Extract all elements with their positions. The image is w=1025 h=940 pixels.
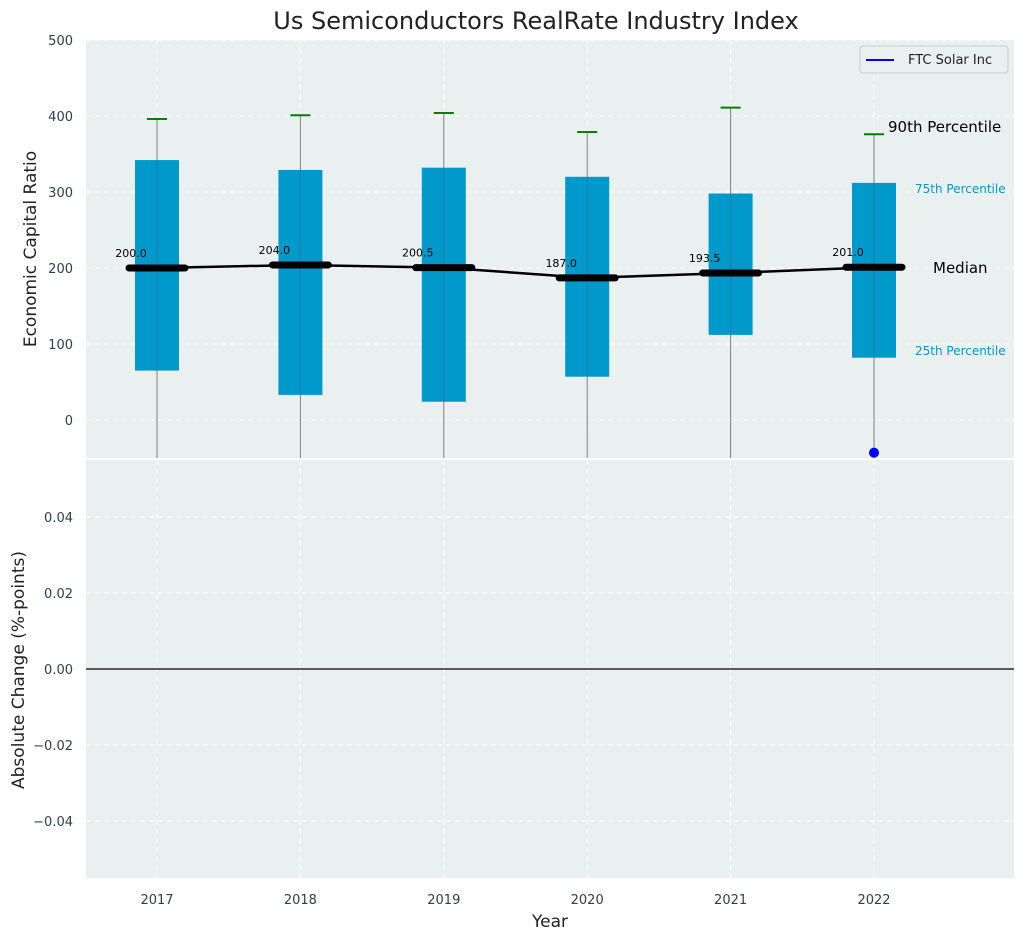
x-tick-label: 2020 bbox=[571, 893, 604, 908]
x-tick-label: 2017 bbox=[140, 893, 173, 908]
annotation-75th-percentile: 75th Percentile bbox=[915, 182, 1006, 196]
median-value-label: 187.0 bbox=[545, 257, 577, 270]
median-value-label: 200.0 bbox=[115, 247, 147, 260]
y-tick-label: −0.04 bbox=[33, 815, 73, 830]
x-tick-label: 2022 bbox=[857, 893, 890, 908]
y-tick-label: 0.02 bbox=[44, 587, 73, 602]
y-tick-label: 0 bbox=[65, 414, 73, 429]
x-ticks: 2017 2018 2019 2020 2021 2022 bbox=[140, 893, 890, 908]
y-tick-label: 200 bbox=[48, 262, 73, 277]
bottom-y-ticks: −0.04 −0.02 0.00 0.02 0.04 bbox=[33, 511, 73, 830]
y-tick-label: −0.02 bbox=[33, 739, 73, 754]
bottom-y-axis-label: Absolute Change (%-points) bbox=[9, 551, 29, 789]
y-tick-label: 0.04 bbox=[44, 511, 73, 526]
x-axis-label: Year bbox=[531, 912, 568, 932]
x-tick-label: 2018 bbox=[284, 893, 317, 908]
y-tick-label: 300 bbox=[48, 186, 73, 201]
annotation-90th-percentile: 90th Percentile bbox=[888, 118, 1001, 136]
top-y-axis-label: Economic Capital Ratio bbox=[21, 151, 41, 347]
y-tick-label: 400 bbox=[48, 110, 73, 125]
median-line bbox=[125, 261, 906, 282]
annotation-25th-percentile: 25th Percentile bbox=[915, 344, 1006, 358]
series-point bbox=[869, 447, 879, 458]
chart-title: Us Semiconductors RealRate Industry Inde… bbox=[273, 7, 798, 35]
x-tick-label: 2021 bbox=[714, 893, 747, 908]
legend-box bbox=[859, 45, 1009, 74]
y-tick-label: 0.00 bbox=[44, 663, 73, 678]
bottom-grid bbox=[86, 460, 1014, 878]
median-value-label: 204.0 bbox=[259, 244, 291, 257]
median-value-label: 200.5 bbox=[402, 247, 434, 260]
series-points bbox=[869, 447, 879, 458]
y-tick-label: 100 bbox=[48, 338, 73, 353]
median-labels: 200.0 204.0 200.5 187.0 193.5 201.0 bbox=[115, 244, 864, 270]
median-value-label: 201.0 bbox=[832, 246, 864, 259]
legend: FTC Solar Inc bbox=[859, 45, 1009, 74]
legend-label: FTC Solar Inc bbox=[908, 53, 992, 68]
median-value-label: 193.5 bbox=[689, 252, 721, 265]
annotation-median: Median bbox=[933, 259, 988, 277]
top-y-ticks: 0 100 200 300 400 500 bbox=[48, 34, 73, 429]
y-tick-label: 500 bbox=[48, 34, 73, 49]
x-tick-label: 2019 bbox=[427, 893, 460, 908]
